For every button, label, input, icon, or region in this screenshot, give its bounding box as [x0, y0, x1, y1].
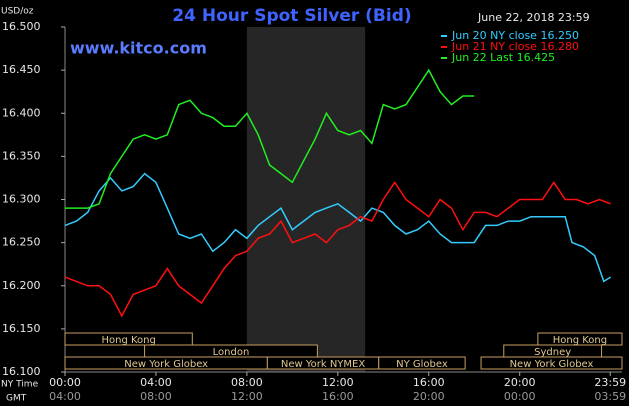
session-label: New York NYMEX: [281, 359, 366, 370]
x-tick-label: 12:00: [322, 376, 354, 389]
session-label: Hong Kong: [553, 335, 607, 346]
session-bar: [480, 356, 623, 370]
x-tick-label: 00:00: [49, 376, 81, 389]
x2-tick-label: 20:00: [413, 390, 445, 403]
timestamp: June 22, 2018 23:59: [477, 11, 590, 24]
y-tick-label: 16.300: [2, 193, 41, 206]
x-tick-label: 23:59: [594, 376, 626, 389]
session-label: London: [213, 347, 250, 358]
x-tick-label: 04:00: [140, 376, 172, 389]
highlight-range: [246, 27, 366, 372]
x2-tick-label: 04:00: [49, 390, 81, 403]
x-label: NY Time: [1, 380, 39, 390]
y-tick-label: 16.100: [2, 365, 41, 378]
session-label: Hong Kong: [101, 335, 155, 346]
plot-area: 16.100 16.150 16.200 16.250 16.300 16.350 16.4…: [2, 20, 626, 403]
session-label: New York Globex: [510, 359, 594, 370]
legend-label: Jun 21 NY close 16.280: [451, 40, 579, 53]
series-line: [65, 68, 475, 209]
session-label: NY Globex: [396, 359, 448, 370]
x2-tick-label: 16:00: [322, 390, 354, 403]
series-line: [64, 180, 611, 318]
y-tick-label: 16.400: [2, 106, 41, 119]
x2-tick-label: 00:00: [504, 390, 536, 403]
y-tick-label: 16.150: [2, 322, 41, 335]
legend-label: Jun 22 Last 16.425: [451, 51, 555, 64]
session-bar: [64, 332, 193, 346]
session-label: New York Globex: [124, 359, 208, 370]
legend-label: Jun 20 NY close 16.250: [451, 29, 579, 42]
y-tick-label: 16.500: [2, 20, 41, 33]
x2-tick-label: 03:59: [594, 390, 626, 403]
y-tick-label: 16.250: [2, 236, 41, 249]
chart-title: 24 Hour Spot Silver (Bid): [172, 6, 411, 26]
x-tick-label: 08:00: [231, 376, 263, 389]
x2-tick-label: 08:00: [140, 390, 172, 403]
y-tick-label: 16.350: [2, 149, 41, 162]
series-line: [64, 172, 612, 283]
x2-tick-label: 12:00: [231, 390, 263, 403]
site-label: www.kitco.com: [70, 39, 207, 58]
y-unit: USD/oz: [1, 7, 34, 17]
x-tick-label: 20:00: [504, 376, 536, 389]
y-tick-label: 16.200: [2, 279, 41, 292]
y-tick-label: 16.450: [2, 63, 41, 76]
session-bar: [378, 356, 466, 370]
x2-label: GMT: [6, 394, 27, 404]
session-label: Sydney: [534, 347, 571, 358]
x-tick-label: 16:00: [413, 376, 445, 389]
